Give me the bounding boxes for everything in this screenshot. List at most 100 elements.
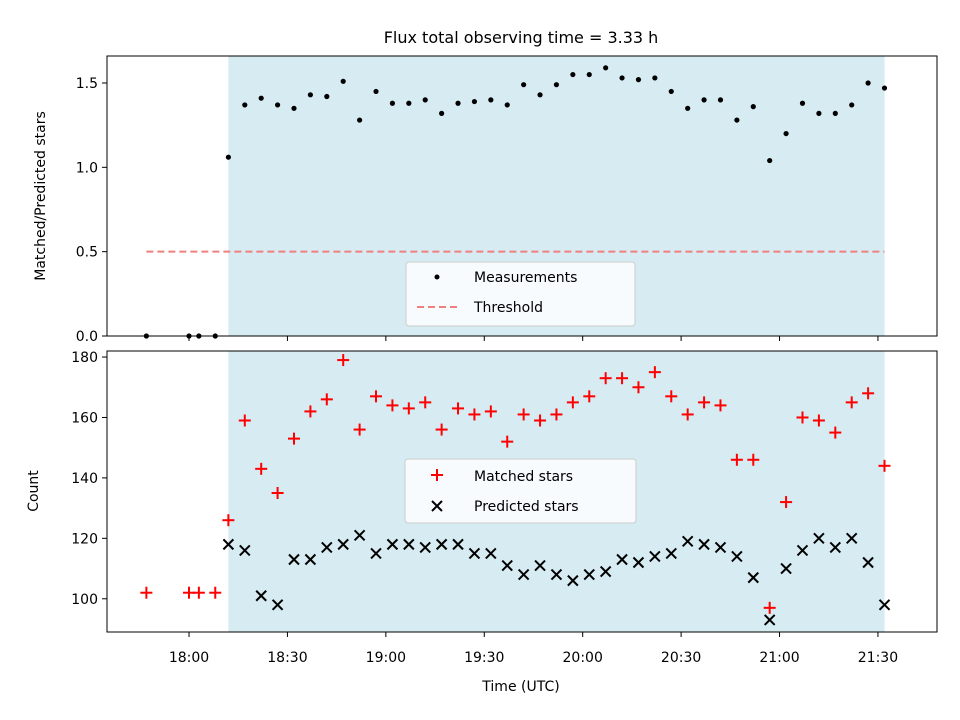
matched-star-point	[878, 459, 891, 472]
bottom-panel: 100 120 140 160 180 18:00 18:30 19:00 19:30 20:0…	[26, 350, 938, 695]
predicted-star-point	[845, 532, 858, 545]
top-y-tick-label: 1.0	[76, 160, 98, 176]
matched-star-point	[255, 462, 268, 475]
matched-star-point	[665, 390, 678, 403]
matched-star-point	[386, 399, 399, 412]
predicted-star-point	[763, 614, 776, 626]
bottom-axes-frame	[106, 350, 938, 633]
measurement-point	[832, 110, 838, 116]
predicted-star-point	[550, 568, 563, 581]
matched-star-point	[599, 372, 612, 385]
matched-star-point	[238, 414, 251, 427]
matched-star-point	[681, 408, 694, 421]
predicted-star-point	[714, 541, 727, 554]
measurement-point	[865, 80, 871, 86]
measurement-point	[603, 65, 609, 71]
matched-star-point	[829, 426, 842, 439]
predicted-star-point	[632, 556, 645, 569]
matched-star-point	[304, 405, 317, 418]
measurement-point	[471, 98, 478, 105]
top-y-tick-label: 0.0	[76, 329, 98, 345]
measurement-point	[291, 105, 297, 111]
measurement-point	[570, 71, 576, 78]
predicted-star-point	[649, 550, 661, 563]
predicted-star-point	[255, 590, 267, 602]
matched-star-point	[648, 366, 661, 379]
x-axis-label: Time (UTC)	[481, 679, 559, 695]
predicted-star-point	[271, 599, 284, 611]
top-y-tick-label: 1.5	[76, 76, 98, 92]
measurement-point	[225, 154, 231, 160]
matched-star-point	[763, 601, 776, 614]
matched-star-point	[353, 423, 366, 436]
predicted-star-point	[796, 544, 809, 557]
x-tick-label: 18:30	[267, 650, 307, 666]
predicted-star-point	[239, 544, 251, 557]
measurement-point	[717, 97, 724, 103]
predicted-star-point	[567, 574, 579, 587]
predicted-star-point	[353, 529, 366, 542]
predicted-star-point	[599, 565, 612, 578]
predicted-star-point	[321, 541, 333, 554]
measurement-point	[799, 100, 806, 106]
bottom-y-tick-label: 140	[71, 471, 98, 487]
x-tick-label: 20:30	[661, 650, 701, 666]
matched-star-point	[517, 408, 530, 421]
measurement-point	[701, 97, 707, 103]
matched-star-point	[616, 372, 629, 385]
matched-star-point	[714, 399, 727, 412]
bottom-y-tick-label: 180	[71, 350, 98, 366]
measurement-point	[783, 130, 789, 137]
legend-predicted-marker	[431, 500, 443, 512]
legend-predicted-label: Predicted stars	[474, 499, 579, 515]
bottom-y-axis-label: Count	[26, 470, 42, 512]
top-legend-box	[405, 261, 636, 327]
measurement-point	[521, 82, 527, 88]
measurement-point	[340, 78, 346, 84]
matched-star-point	[484, 405, 497, 418]
matched-star-point	[209, 586, 222, 599]
predicted-star-point	[698, 538, 710, 551]
predicted-star-point	[304, 553, 317, 566]
top-y-tick-label: 0.5	[76, 245, 98, 261]
matched-star-point	[550, 408, 563, 421]
top-legend: Measurements Threshold	[405, 261, 636, 327]
matched-star-point	[468, 408, 481, 421]
matched-star-point	[140, 586, 153, 599]
bottom-y-ticks: 100 120 140 160 180	[71, 350, 107, 608]
predicted-star-point	[222, 538, 235, 551]
measurement-point	[750, 104, 756, 110]
chart-title: Flux total observing time = 3.33 h	[384, 28, 659, 47]
measurement-point	[881, 85, 888, 91]
bottom-marks	[140, 354, 891, 626]
predicted-star-point	[386, 538, 399, 551]
measurement-point	[652, 75, 658, 81]
bottom-x-ticks: 18:00 18:30 19:00 19:30 20:00 20:30 21:00 21:30	[169, 632, 898, 666]
matched-star-point	[812, 414, 825, 427]
bottom-y-tick-label: 100	[71, 592, 98, 608]
measurement-point	[357, 117, 363, 123]
predicted-star-point	[534, 559, 546, 572]
measurement-point	[242, 102, 248, 108]
matched-star-point	[370, 390, 383, 403]
measurement-point	[767, 157, 773, 164]
matched-star-point	[402, 402, 415, 415]
predicted-star-point	[829, 541, 842, 554]
matched-star-point	[452, 402, 465, 415]
x-tick-label: 19:30	[464, 650, 504, 666]
measurement-point	[635, 77, 642, 83]
measurement-point	[685, 105, 691, 111]
predicted-star-point	[452, 538, 464, 551]
bottom-y-tick-label: 120	[71, 531, 98, 547]
legend-matched-label: Matched stars	[474, 469, 573, 485]
measurement-point	[619, 75, 625, 81]
measurement-point	[455, 100, 461, 106]
matched-star-point	[501, 435, 514, 448]
x-tick-label: 18:00	[169, 650, 209, 666]
measurement-point	[488, 97, 494, 103]
measurement-point	[307, 92, 313, 98]
matched-star-point	[730, 453, 743, 466]
top-y-ticks: 0.0 0.5 1.0 1.5	[76, 76, 107, 345]
top-x-ticks	[188, 336, 879, 341]
